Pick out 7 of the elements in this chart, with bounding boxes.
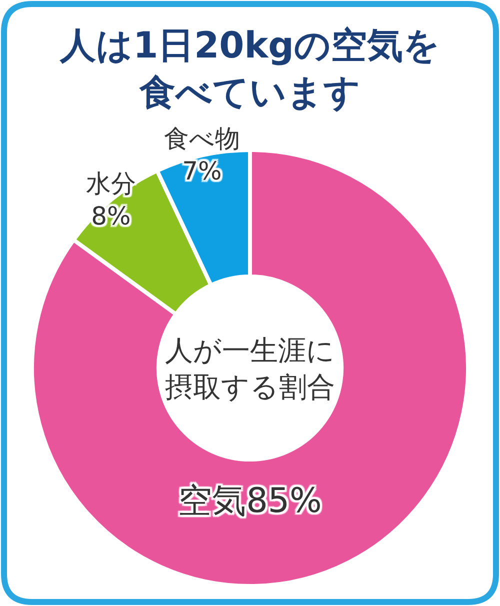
slice-label: 水分 bbox=[86, 169, 136, 198]
data-label: 7% bbox=[182, 156, 222, 186]
chart-title: 人は1日20kgの空気を食べています bbox=[59, 26, 440, 114]
text: 人が一生涯に摂取する割合 bbox=[165, 334, 335, 404]
slice-label: 空気85% bbox=[178, 481, 322, 522]
data-label: 8% bbox=[91, 202, 131, 230]
slice-label: 食べ物 bbox=[164, 124, 240, 153]
